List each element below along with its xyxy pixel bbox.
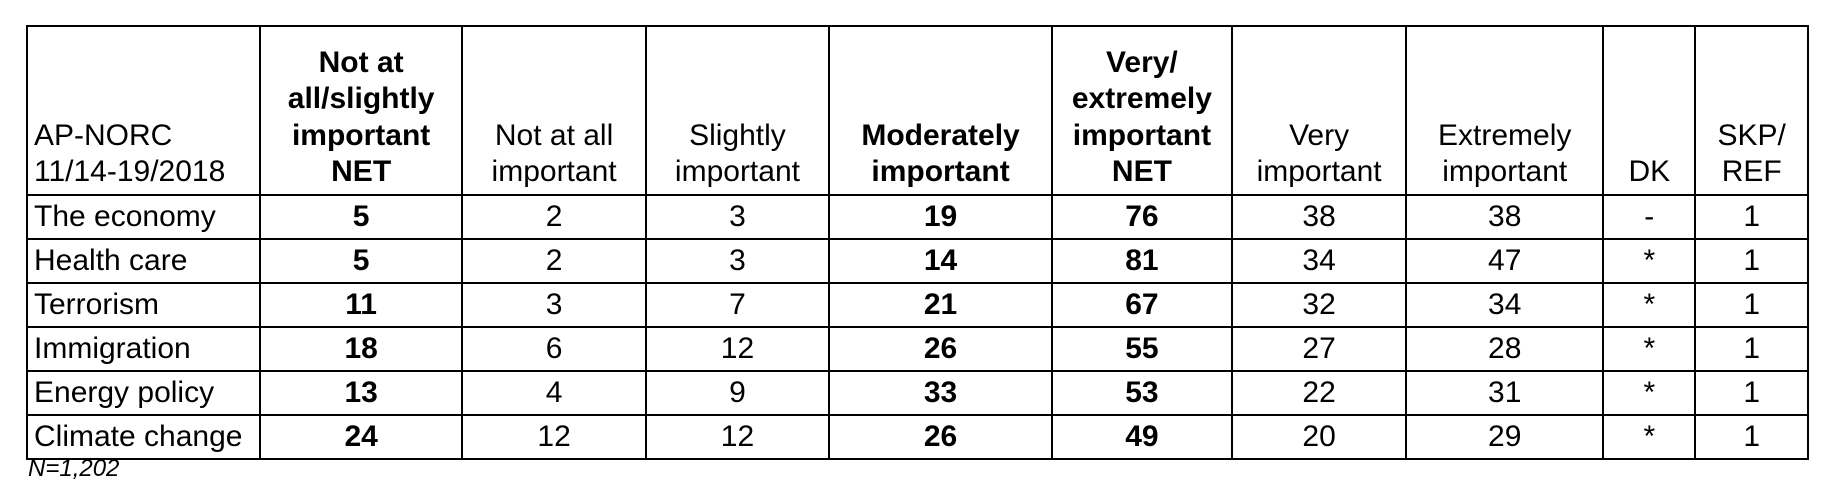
table-cell: 49 [1050, 414, 1233, 460]
table-cell: * [1602, 414, 1697, 460]
table-cell: 12 [461, 414, 647, 460]
table-cell: 1 [1694, 282, 1809, 328]
table-row: The economy 5 2 3 19 76 38 38 - 1 [26, 194, 1809, 240]
table-cell: 7 [644, 282, 831, 328]
header-cell-survey-id: AP-NORC 11/14-19/2018 [26, 25, 261, 196]
table-cell: - [1602, 194, 1697, 240]
header-cell-not-at-all: Not at all important [461, 25, 647, 196]
table-cell: 53 [1050, 370, 1233, 416]
table-cell: 6 [461, 326, 647, 372]
table-cell: 2 [461, 194, 647, 240]
table-cell: 13 [258, 370, 464, 416]
table-cell: 55 [1050, 326, 1233, 372]
table-cell: 29 [1405, 414, 1605, 460]
header-cell-very: Very important [1230, 25, 1408, 196]
table-cell: 5 [258, 194, 464, 240]
table-cell: 67 [1050, 282, 1233, 328]
table-row: Energy policy 13 4 9 33 53 22 31 * 1 [26, 370, 1809, 416]
table-cell: 4 [461, 370, 647, 416]
row-label: Terrorism [26, 282, 261, 328]
table-cell: 14 [828, 238, 1053, 284]
header-cell-slightly: Slightly important [644, 25, 831, 196]
row-label: Immigration [26, 326, 261, 372]
table-cell: 11 [258, 282, 464, 328]
table-cell: 2 [461, 238, 647, 284]
table-cell: 47 [1405, 238, 1605, 284]
table-cell: 31 [1405, 370, 1605, 416]
table-cell: 32 [1230, 282, 1408, 328]
table-cell: * [1602, 282, 1697, 328]
header-cell-dk: DK [1602, 25, 1697, 196]
row-label: Health care [26, 238, 261, 284]
table-cell: 28 [1405, 326, 1605, 372]
table-cell: 5 [258, 238, 464, 284]
table-cell: 3 [644, 238, 831, 284]
table-cell: 9 [644, 370, 831, 416]
table-cell: 27 [1230, 326, 1408, 372]
header-cell-extremely: Extremely important [1405, 25, 1605, 196]
table-cell: 34 [1405, 282, 1605, 328]
table-cell: 38 [1405, 194, 1605, 240]
table-cell: 26 [828, 414, 1053, 460]
table-cell: 76 [1050, 194, 1233, 240]
header-cell-skp-ref: SKP/ REF [1694, 25, 1809, 196]
table-cell: 3 [644, 194, 831, 240]
row-label: Climate change [26, 414, 261, 460]
table-cell: 1 [1694, 414, 1809, 460]
header-row: AP-NORC 11/14-19/2018 Not at all/slightl… [26, 25, 1809, 196]
table-cell: 12 [644, 326, 831, 372]
table-cell: 38 [1230, 194, 1408, 240]
table-cell: 20 [1230, 414, 1408, 460]
table-cell: * [1602, 326, 1697, 372]
table-cell: 81 [1050, 238, 1233, 284]
table-cell: 1 [1694, 238, 1809, 284]
row-label: Energy policy [26, 370, 261, 416]
table-cell: 12 [644, 414, 831, 460]
table-cell: 3 [461, 282, 647, 328]
table-row: Immigration 18 6 12 26 55 27 28 * 1 [26, 326, 1809, 372]
row-label: The economy [26, 194, 261, 240]
header-cell-not-slightly-net: Not at all/slightly important NET [258, 25, 464, 196]
table-cell: 33 [828, 370, 1053, 416]
table-cell: 24 [258, 414, 464, 460]
table-cell: 34 [1230, 238, 1408, 284]
table-cell: 1 [1694, 194, 1809, 240]
table-cell: 19 [828, 194, 1053, 240]
table-cell: 22 [1230, 370, 1408, 416]
table-cell: * [1602, 238, 1697, 284]
table-row: Climate change 24 12 12 26 49 20 29 * 1 [26, 414, 1809, 460]
table-cell: 1 [1694, 326, 1809, 372]
table-cell: * [1602, 370, 1697, 416]
table-row: Terrorism 11 3 7 21 67 32 34 * 1 [26, 282, 1809, 328]
table-cell: 18 [258, 326, 464, 372]
header-cell-moderately: Moderately important [828, 25, 1053, 196]
table-row: Health care 5 2 3 14 81 34 47 * 1 [26, 238, 1809, 284]
sample-size-footnote: N=1,202 [28, 455, 120, 482]
table-cell: 21 [828, 282, 1053, 328]
table-cell: 26 [828, 326, 1053, 372]
header-cell-very-extremely-net: Very/ extremely important NET [1050, 25, 1233, 196]
survey-table-container: AP-NORC 11/14-19/2018 Not at all/slightl… [26, 25, 1809, 460]
survey-results-table: AP-NORC 11/14-19/2018 Not at all/slightl… [26, 25, 1809, 460]
table-cell: 1 [1694, 370, 1809, 416]
